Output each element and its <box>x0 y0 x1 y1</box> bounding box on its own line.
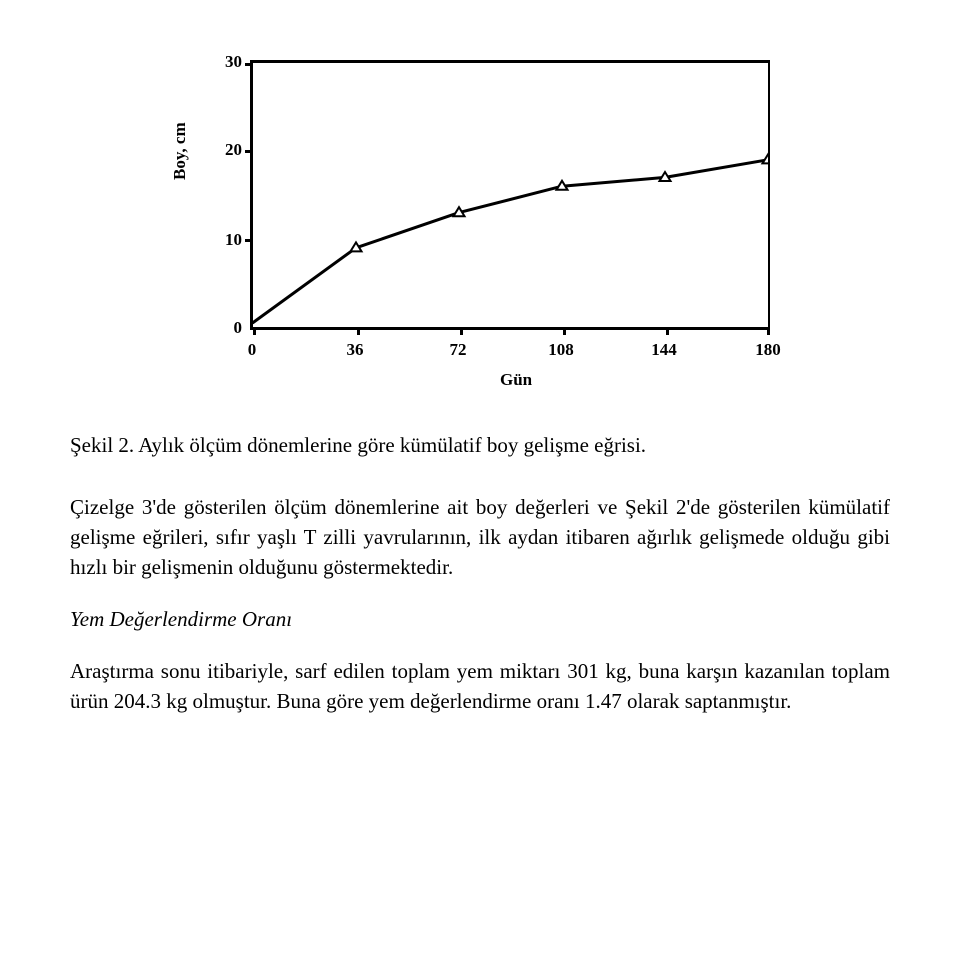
xtick-72: 72 <box>438 340 478 360</box>
ytick-30: 30 <box>206 52 242 72</box>
paragraph-1: Çizelge 3'de gösterilen ölçüm dönemlerin… <box>70 492 890 583</box>
ytick-10: 10 <box>206 230 242 250</box>
ytick-0: 0 <box>206 318 242 338</box>
xtick-0: 0 <box>232 340 272 360</box>
xtick-180: 180 <box>748 340 788 360</box>
figure-caption: Şekil 2. Aylık ölçüm dönemlerine göre kü… <box>70 430 890 462</box>
growth-chart: Boy, cm 0 10 20 30 0 36 72 108 <box>160 40 800 410</box>
chart-svg <box>253 63 768 327</box>
x-axis-label: Gün <box>500 370 532 390</box>
xtick-144: 144 <box>644 340 684 360</box>
paragraph-2: Araştırma sonu itibariyle, sarf edilen t… <box>70 656 890 717</box>
ytick-20: 20 <box>206 140 242 160</box>
y-axis-label: Boy, cm <box>170 122 190 180</box>
section-heading: Yem Değerlendirme Oranı <box>70 607 890 632</box>
plot-area <box>250 60 770 330</box>
xtick-108: 108 <box>541 340 581 360</box>
xtick-36: 36 <box>335 340 375 360</box>
